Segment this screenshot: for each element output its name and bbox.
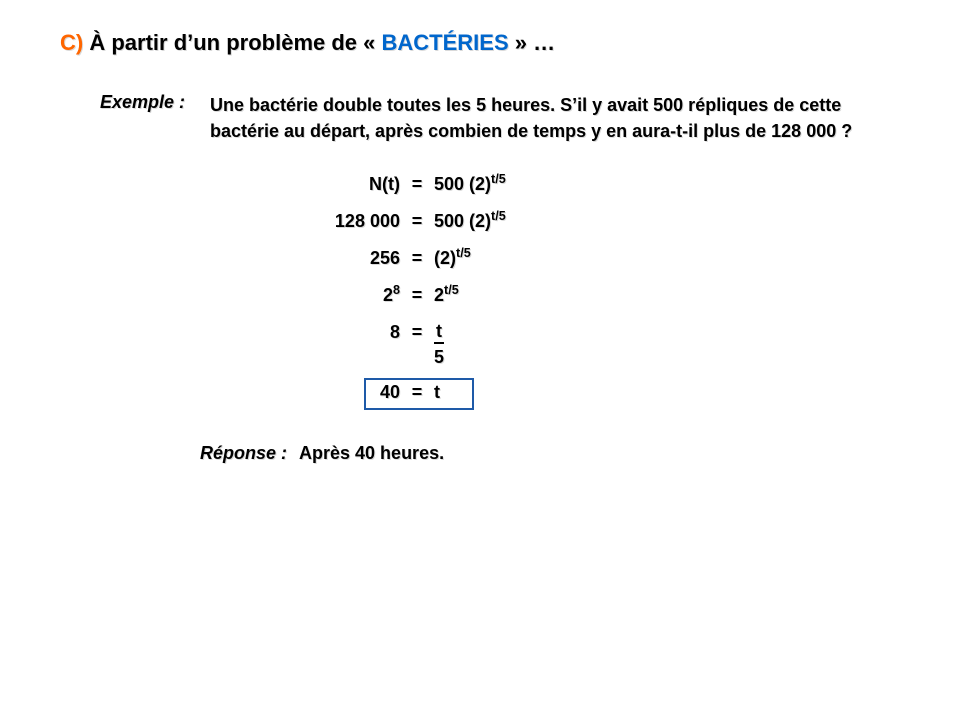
- eq2-eq: =: [400, 211, 434, 232]
- eq2-lhs: 128 000: [240, 211, 400, 232]
- heading-keyword: BACTÉRIES: [382, 30, 509, 55]
- eq1-rhs-base: 500 (2): [434, 174, 491, 194]
- eq2-rhs-sup: t/5: [491, 209, 506, 223]
- eq6-rhs: t: [434, 382, 440, 403]
- eq3-rhs: (2)t/5: [434, 248, 471, 269]
- answer-block: Réponse : Après 40 heures.: [200, 443, 900, 464]
- eq4-eq: =: [400, 285, 434, 306]
- heading-suffix: » …: [509, 30, 555, 55]
- eq6-lhs: 40: [240, 382, 400, 403]
- eq5-fraction: t 5: [434, 322, 444, 366]
- heading-label: C): [60, 30, 83, 55]
- eq5-den: 5: [434, 344, 444, 366]
- eq5-eq: =: [400, 322, 434, 343]
- eq4-lhs-sup: 8: [393, 283, 400, 297]
- example-block: Exemple : Une bactérie double toutes les…: [100, 92, 900, 144]
- equation-3: 256 = (2)t/5: [240, 248, 900, 269]
- section-heading: C) À partir d’un problème de « BACTÉRIES…: [60, 30, 900, 56]
- answer-text: Après 40 heures.: [299, 443, 444, 464]
- equation-5: 8 = t 5: [240, 322, 900, 366]
- eq1-rhs-sup: t/5: [491, 172, 506, 186]
- eq5-lhs: 8: [240, 322, 400, 343]
- example-label: Exemple :: [100, 92, 210, 113]
- eq5-num: t: [434, 322, 444, 344]
- eq1-rhs: 500 (2)t/5: [434, 174, 506, 195]
- eq4-lhs: 28: [240, 285, 400, 306]
- eq1-eq: =: [400, 174, 434, 195]
- eq3-eq: =: [400, 248, 434, 269]
- eq4-rhs-sup: t/5: [444, 283, 459, 297]
- equation-4: 28 = 2t/5: [240, 285, 900, 306]
- derivation: N(t) = 500 (2)t/5 128 000 = 500 (2)t/5 2…: [240, 174, 900, 403]
- slide: C) À partir d’un problème de « BACTÉRIES…: [0, 0, 960, 720]
- eq3-lhs: 256: [240, 248, 400, 269]
- equation-2: 128 000 = 500 (2)t/5: [240, 211, 900, 232]
- eq4-lhs-base: 2: [383, 285, 393, 305]
- eq3-rhs-base: (2): [434, 248, 456, 268]
- eq6-eq: =: [400, 382, 434, 403]
- answer-label: Réponse :: [200, 443, 287, 464]
- eq5-rhs: t 5: [434, 322, 444, 366]
- eq3-rhs-sup: t/5: [456, 246, 471, 260]
- eq1-lhs: N(t): [240, 174, 400, 195]
- eq2-rhs: 500 (2)t/5: [434, 211, 506, 232]
- eq4-rhs: 2t/5: [434, 285, 459, 306]
- eq4-rhs-base: 2: [434, 285, 444, 305]
- heading-prefix: À partir d’un problème de «: [89, 30, 381, 55]
- example-text: Une bactérie double toutes les 5 heures.…: [210, 92, 870, 144]
- eq2-rhs-base: 500 (2): [434, 211, 491, 231]
- equation-1: N(t) = 500 (2)t/5: [240, 174, 900, 195]
- equation-6: 40 = t: [240, 382, 900, 403]
